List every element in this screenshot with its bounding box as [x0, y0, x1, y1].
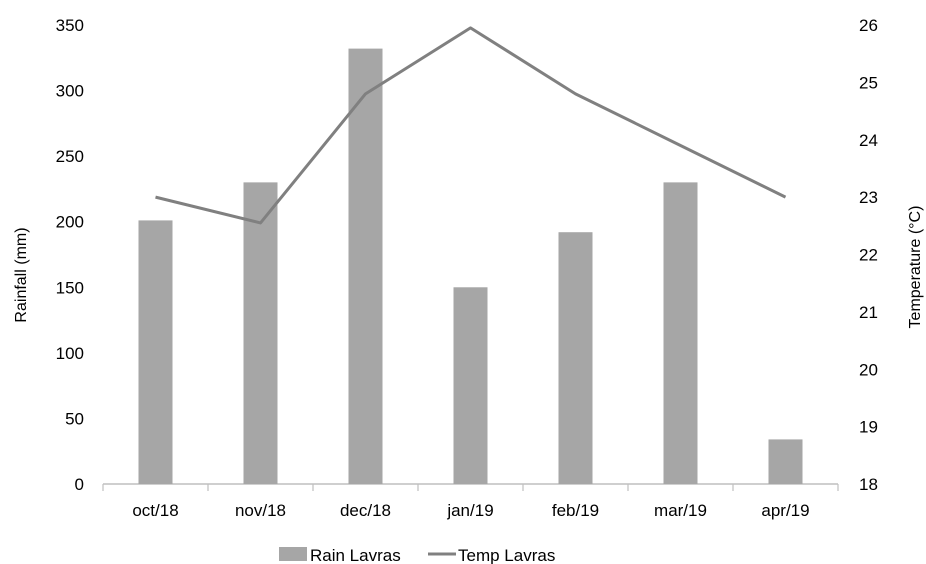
y-tick-right-label: 21 [859, 303, 878, 322]
bar-rain-apr-19 [768, 439, 803, 484]
legend-swatch-rain [279, 547, 307, 561]
y-tick-right-label: 18 [859, 475, 878, 494]
y-tick-right-label: 23 [859, 188, 878, 207]
y-tick-left-label: 100 [56, 344, 84, 363]
legend-label-rain: Rain Lavras [310, 546, 401, 564]
y-tick-left-label: 300 [56, 82, 84, 101]
y-axis-left-title: Rainfall (mm) [13, 227, 30, 322]
x-tick-label: mar/19 [654, 501, 707, 520]
bar-rain-oct-18 [138, 220, 173, 484]
bars-group [138, 48, 803, 484]
y-tick-right-label: 25 [859, 73, 878, 92]
y-tick-left-label: 250 [56, 147, 84, 166]
line-group [155, 26, 787, 225]
y-tick-left-label: 350 [56, 16, 84, 35]
ticks-group: 0 50 100 150 200 250 300 350 18 19 20 21 22 23 24 25 26 o… [56, 16, 878, 520]
y-tick-right-label: 26 [859, 16, 878, 35]
bar-rain-dec-18 [348, 48, 383, 484]
y-tick-left-label: 150 [56, 278, 84, 297]
y-tick-left-label: 0 [75, 475, 84, 494]
bar-rain-feb-19 [558, 232, 593, 484]
y-tick-left-label: 50 [65, 409, 84, 428]
legend: Rain Lavras Temp Lavras [279, 546, 555, 564]
legend-label-temp: Temp Lavras [458, 546, 555, 564]
x-tick-label: apr/19 [761, 501, 809, 520]
y-tick-right-label: 22 [859, 246, 878, 265]
x-tick-label: dec/18 [340, 501, 391, 520]
x-tick-label: feb/19 [552, 501, 599, 520]
bar-rain-nov-18 [243, 182, 278, 484]
y-tick-right-label: 20 [859, 360, 878, 379]
axes-group [102, 483, 839, 491]
x-tick-label: jan/19 [446, 501, 493, 520]
bar-rain-mar-19 [663, 182, 698, 484]
y-tick-left-label: 200 [56, 213, 84, 232]
bar-rain-jan-19 [453, 287, 488, 484]
y-tick-right-label: 24 [859, 131, 878, 150]
x-tick-label: nov/18 [235, 501, 286, 520]
x-tick-label: oct/18 [132, 501, 178, 520]
y-tick-right-label: 19 [859, 418, 878, 437]
y-axis-right-title: Temperature (°C) [907, 206, 924, 329]
